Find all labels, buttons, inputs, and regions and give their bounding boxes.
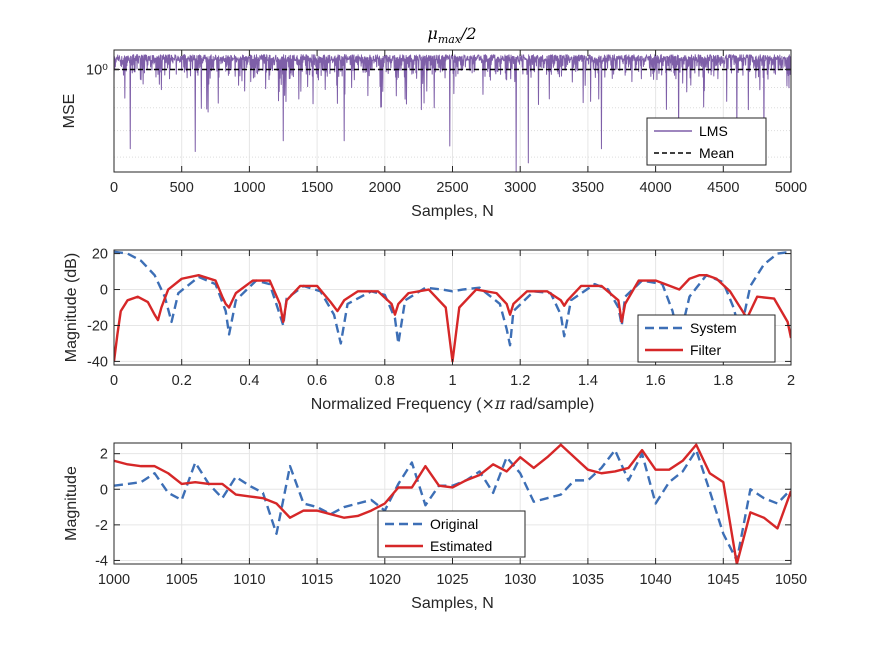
x-tick-label: 1015 — [301, 572, 333, 588]
x-tick-label: 5000 — [775, 180, 807, 196]
y-tick-label: 10⁰ — [86, 62, 108, 78]
signal-axes: 1000 1005 1010 1015 1020 1025 1030 1035 1040 1045… — [63, 442, 807, 612]
x-tick-label: 2500 — [436, 180, 468, 196]
x-tick-label: 3500 — [572, 180, 604, 196]
mse-xlabel: Samples, N — [411, 203, 494, 220]
legend-label-original: Original — [430, 516, 478, 532]
x-tick-label: 0 — [110, 373, 118, 389]
x-tick-label: 1045 — [707, 572, 739, 588]
y-tick-label: -2 — [95, 518, 108, 534]
mse-ticks: 0 500 1000 1500 2000 2500 3000 3500 4000 4500 5000… — [86, 49, 807, 196]
mse-ylabel: MSE — [61, 94, 78, 129]
series-original — [114, 448, 791, 562]
freq-xlabel-suffix: rad/sample) — [505, 396, 594, 413]
y-tick-label: 20 — [92, 247, 108, 263]
y-tick-label: 0 — [100, 482, 108, 498]
y-tick-label: -40 — [87, 354, 108, 370]
y-tick-label: 0 — [100, 283, 108, 299]
series-estimated — [114, 443, 791, 564]
freq-xlabel: Normalized Frequency (×π rad/sample) — [311, 394, 595, 413]
x-tick-label: 1025 — [436, 572, 468, 588]
series-filter — [114, 273, 791, 363]
legend-label-filter: Filter — [690, 342, 721, 358]
y-tick-label: -20 — [87, 318, 108, 334]
signal-legend: Original Estimated — [377, 510, 526, 558]
legend-label-mean: Mean — [699, 145, 734, 161]
x-tick-label: 1020 — [369, 572, 401, 588]
half-divisor: /2 — [459, 24, 477, 43]
x-tick-label: 1000 — [233, 180, 265, 196]
x-tick-label: 0.2 — [172, 373, 192, 389]
legend-label-system: System — [690, 320, 737, 336]
mse-legend: LMS Mean — [646, 117, 767, 166]
x-tick-label: 1.8 — [713, 373, 733, 389]
max-subscript: max — [438, 33, 462, 46]
legend-box — [377, 510, 526, 558]
x-tick-label: 1 — [448, 373, 456, 389]
x-tick-label: 1035 — [572, 572, 604, 588]
x-tick-label: 0.4 — [239, 373, 259, 389]
x-tick-label: 2000 — [369, 180, 401, 196]
x-tick-label: 1050 — [775, 572, 807, 588]
x-tick-label: 1.4 — [578, 373, 598, 389]
x-tick-label: 1.2 — [510, 373, 530, 389]
legend-box — [637, 314, 776, 363]
x-tick-label: 3000 — [504, 180, 536, 196]
series-group — [114, 443, 791, 564]
freq-xlabel-prefix: Normalized Frequency ( — [311, 396, 482, 413]
x-tick-label: 4500 — [707, 180, 739, 196]
x-tick-label: 0.6 — [307, 373, 327, 389]
x-tick-label: 1.6 — [646, 373, 666, 389]
freq-legend: System Filter — [637, 314, 776, 363]
signal-series-layer — [114, 443, 791, 564]
frequency-response-axes: 0 0.2 0.4 0.6 0.8 1 1.2 1.4 1.6 1.8 2 -40 -20 0 20 Nor… — [63, 247, 795, 413]
freq-series-layer — [114, 250, 791, 363]
freq-xlabel-times-pi: ×π — [481, 394, 505, 413]
mse-axes: μmax/2 0 500 1000 1500 2000 2500 3000 3500 4000 4… — [61, 24, 807, 220]
y-tick-label: 2 — [100, 447, 108, 463]
x-tick-label: 500 — [170, 180, 194, 196]
x-tick-label: 1010 — [233, 572, 265, 588]
y-tick-label: -4 — [95, 553, 108, 569]
x-tick-label: 2 — [787, 373, 795, 389]
x-tick-label: 1030 — [504, 572, 536, 588]
x-tick-label: 4000 — [639, 180, 671, 196]
freq-ticks: 0 0.2 0.4 0.6 0.8 1 1.2 1.4 1.6 1.8 2 -40 -20 0 20 — [87, 247, 795, 389]
series-group — [114, 250, 791, 363]
x-tick-label: 1000 — [98, 572, 130, 588]
series-system — [114, 250, 791, 347]
legend-label-estimated: Estimated — [430, 538, 492, 554]
x-tick-label: 0 — [110, 180, 118, 196]
x-tick-label: 0.8 — [375, 373, 395, 389]
legend-box — [646, 117, 767, 166]
legend-label-lms: LMS — [699, 123, 728, 139]
mu-symbol: μ — [427, 24, 437, 43]
x-tick-label: 1005 — [166, 572, 198, 588]
x-tick-label: 1500 — [301, 180, 333, 196]
signal-ylabel: Magnitude — [63, 466, 80, 541]
signal-xlabel: Samples, N — [411, 595, 494, 612]
signal-ticks: 1000 1005 1010 1015 1020 1025 1030 1035 1040 1045… — [95, 442, 807, 588]
mse-title: μmax/2 — [427, 24, 476, 46]
x-tick-label: 1040 — [639, 572, 671, 588]
freq-ylabel: Magnitude (dB) — [63, 253, 80, 362]
